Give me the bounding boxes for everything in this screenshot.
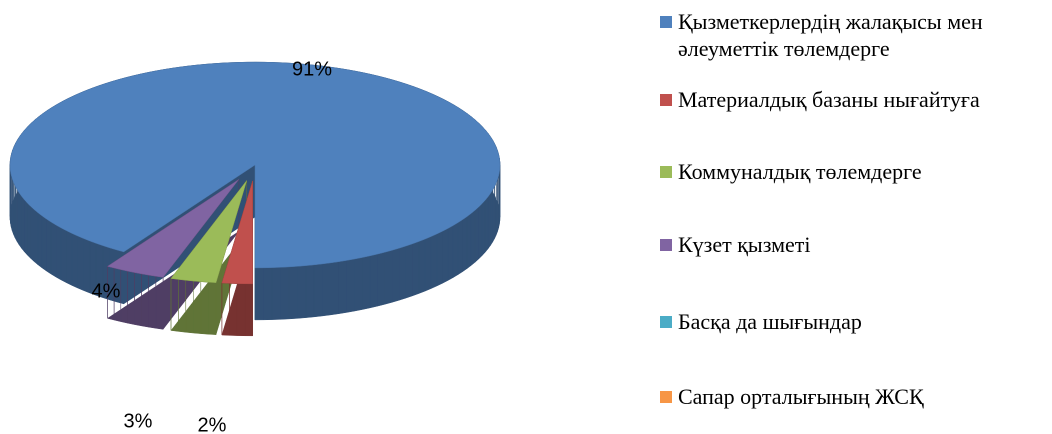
data-label: 4% (92, 280, 121, 302)
legend-label: Материалдық базаны нығайтуға (678, 87, 980, 112)
legend-label: Қызметкерлердің жалақысы мен әлеуметтік … (678, 9, 983, 61)
legend-item: Материалдық базаны нығайтуға (660, 86, 1052, 113)
data-label: 91% (292, 58, 332, 80)
slice (170, 180, 247, 283)
slice (221, 180, 253, 285)
slice (9, 61, 501, 269)
legend-item: Сапар орталығының ЖСҚ (660, 383, 1052, 410)
legend-item: Басқа да шығындар (660, 308, 1052, 335)
legend-swatch (660, 166, 672, 178)
chart: 91% 4% 3% 2% (9, 58, 501, 434)
legend-swatch (660, 94, 672, 106)
data-label: 3% (124, 410, 153, 432)
legend-label: Коммуналдық төлемдерге (678, 159, 922, 184)
legend-swatch (660, 16, 672, 28)
legend-label: Басқа да шығындар (678, 309, 862, 334)
data-label: 2% (198, 414, 227, 434)
legend-label: Күзет қызметі (678, 232, 811, 257)
slice (106, 179, 240, 278)
legend-swatch (660, 239, 672, 251)
legend-swatch (660, 391, 672, 403)
legend-item: Қызметкерлердің жалақысы мен әлеуметтік … (660, 8, 1052, 62)
legend-item: Күзет қызметі (660, 231, 1052, 258)
legend-item: Коммуналдық төлемдерге (660, 158, 1052, 185)
legend-label: Сапар орталығының ЖСҚ (678, 384, 924, 409)
legend-swatch (660, 316, 672, 328)
